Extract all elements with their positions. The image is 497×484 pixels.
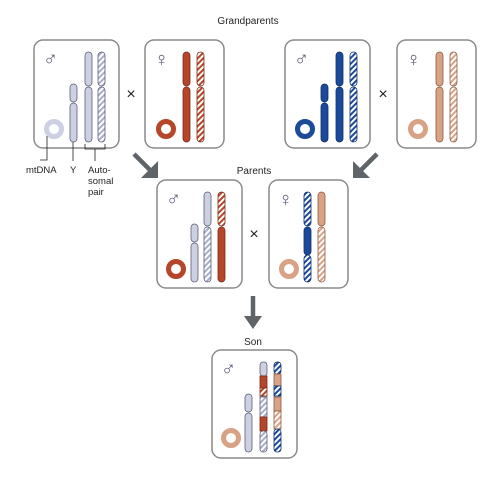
paternal-grandmother-panel: ♀	[144, 39, 225, 149]
mtdna-ring	[156, 119, 176, 139]
male-symbol: ♂	[43, 48, 58, 70]
parents-heading: Parents	[237, 166, 271, 177]
cross-symbol-2: ×	[378, 86, 387, 103]
female-symbol: ♀	[154, 49, 169, 71]
cross-symbol-1: ×	[126, 86, 135, 103]
autosome-recombinant-maternal	[317, 191, 326, 283]
father-panel: ♂	[156, 179, 243, 289]
autosome-recombinant-paternal	[203, 191, 212, 283]
legend-autosomal-2: somal	[88, 176, 113, 187]
grandparents-heading: Grandparents	[217, 16, 278, 27]
autosome-solid	[435, 51, 444, 143]
y-chromosome	[69, 83, 78, 143]
son-panel: ♂	[211, 349, 298, 459]
mtdna-ring	[166, 259, 186, 279]
y-chromosome	[320, 83, 329, 143]
legend-autosomal-3: pair	[88, 187, 104, 198]
mtdna-ring	[44, 119, 64, 139]
female-symbol: ♀	[406, 49, 421, 71]
mtdna-ring	[221, 428, 241, 448]
son-heading: Son	[244, 337, 262, 348]
legend-mtdna: mtDNA	[26, 165, 57, 176]
maternal-grandmother-panel: ♀	[396, 39, 477, 149]
arrow-left	[132, 152, 158, 178]
legend-lines	[40, 136, 106, 161]
cross-symbol-3: ×	[249, 226, 258, 243]
autosome-solid	[335, 51, 344, 143]
arrow-down	[244, 296, 262, 329]
y-chromosome	[190, 223, 199, 283]
autosome-hatched	[97, 51, 106, 143]
legend-autosomal-1: Auto-	[88, 165, 111, 176]
female-symbol: ♀	[278, 189, 293, 211]
male-symbol: ♂	[221, 358, 236, 380]
autosome-hatched	[196, 51, 205, 143]
male-symbol: ♂	[166, 188, 181, 210]
autosome-recombinant-paternal	[303, 191, 312, 283]
male-symbol: ♂	[294, 48, 309, 70]
autosome-recombinant-maternal	[217, 191, 226, 283]
mtdna-ring	[279, 259, 299, 279]
arrow-right	[353, 152, 379, 178]
y-chromosome	[244, 393, 253, 453]
autosome-from-mother	[273, 361, 282, 453]
paternal-grandfather-panel: ♂	[33, 39, 120, 149]
mtdna-ring	[295, 119, 315, 139]
mtdna-ring	[408, 119, 428, 139]
autosome-solid	[84, 51, 93, 143]
autosome-hatched	[349, 51, 358, 143]
autosome-hatched	[449, 51, 458, 143]
legend-y: Y	[70, 165, 77, 176]
autosome-from-father	[259, 361, 268, 453]
autosome-solid	[182, 51, 191, 143]
maternal-grandfather-panel: ♂	[284, 39, 371, 149]
mother-panel: ♀	[268, 179, 349, 289]
